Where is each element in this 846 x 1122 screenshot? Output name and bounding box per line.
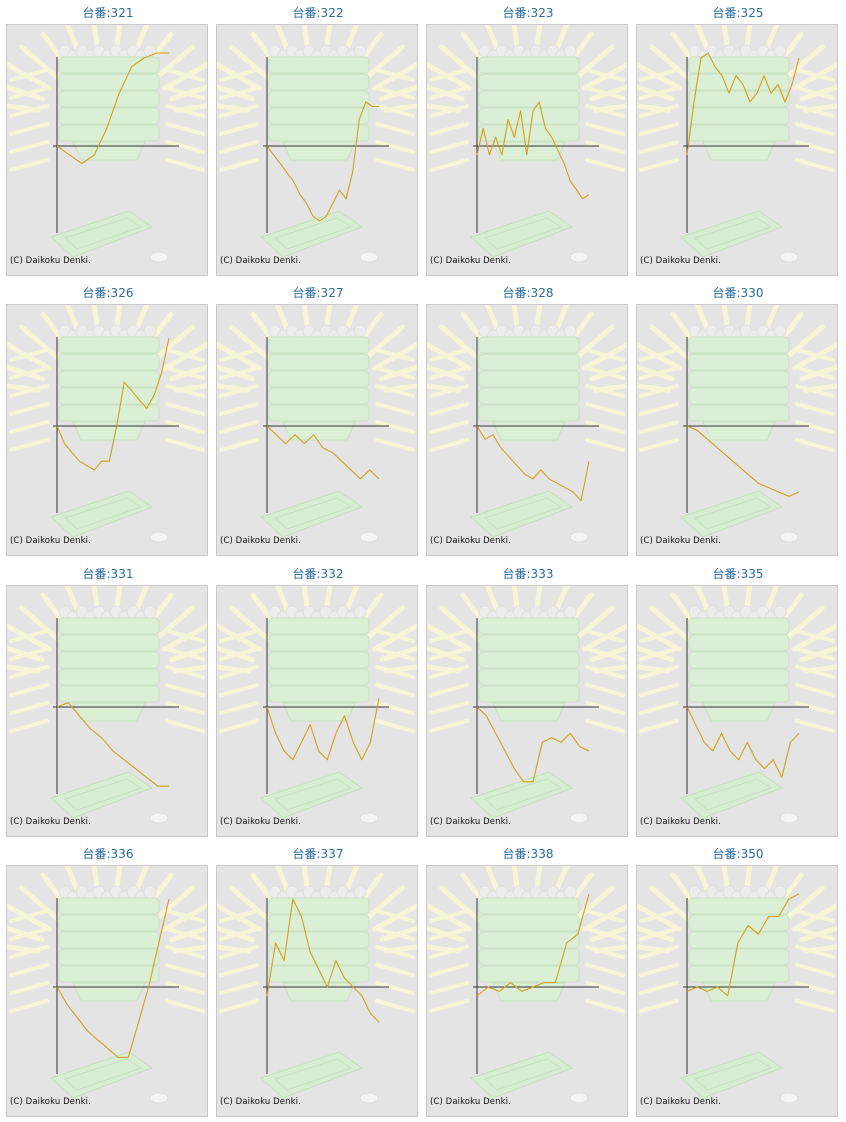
chart-title: 台番:325: [712, 6, 764, 20]
chart-frame: (C) Daikoku Denki.: [426, 865, 628, 1117]
background-illustration: [427, 305, 627, 543]
series-line: [56, 898, 170, 1058]
copyright-label: (C) Daikoku Denki.: [220, 536, 301, 546]
background-illustration: [637, 25, 837, 263]
series-line: [56, 52, 169, 165]
chart-frame: (C) Daikoku Denki.: [426, 24, 628, 276]
line-chart: [427, 305, 627, 543]
chart-title: 台番:350: [712, 847, 764, 861]
chart-title: 台番:328: [502, 286, 554, 300]
series-line: [686, 52, 800, 155]
line-chart: [7, 25, 207, 263]
line-chart: [637, 866, 837, 1104]
copyright-label: (C) Daikoku Denki.: [430, 536, 511, 546]
series-line: [686, 706, 800, 778]
background-illustration: [7, 25, 207, 263]
line-chart: [217, 25, 417, 263]
copyright-label: (C) Daikoku Denki.: [10, 256, 91, 266]
chart-frame: (C) Daikoku Denki.: [6, 585, 208, 837]
copyright-label: (C) Daikoku Denki.: [10, 817, 91, 827]
chart-frame: (C) Daikoku Denki.: [426, 304, 628, 556]
series-line: [476, 101, 590, 200]
line-chart: [637, 586, 837, 824]
chart-title: 台番:326: [82, 286, 134, 300]
background-illustration: [427, 866, 627, 1104]
series-line: [476, 706, 590, 783]
line-chart: [7, 586, 207, 824]
line-chart: [427, 25, 627, 263]
chart-frame: (C) Daikoku Denki.: [216, 304, 418, 556]
background-illustration: [7, 586, 207, 824]
chart-title: 台番:321: [82, 6, 134, 20]
chart-title: 台番:337: [292, 847, 344, 861]
copyright-label: (C) Daikoku Denki.: [430, 817, 511, 827]
series-line: [476, 893, 590, 997]
series-line: [56, 337, 170, 471]
chart-frame: (C) Daikoku Denki.: [636, 865, 838, 1117]
chart-frame: (C) Daikoku Denki.: [6, 304, 208, 556]
chart-title: 台番:322: [292, 6, 344, 20]
chart-frame: (C) Daikoku Denki.: [216, 24, 418, 276]
series-line: [266, 898, 380, 1023]
series-line: [686, 425, 800, 497]
copyright-label: (C) Daikoku Denki.: [430, 256, 511, 266]
chart-title: 台番:333: [502, 567, 554, 581]
chart-frame: (C) Daikoku Denki.: [216, 865, 418, 1117]
background-illustration: [427, 586, 627, 824]
chart-title: 台番:330: [712, 286, 764, 300]
series-line: [266, 425, 380, 480]
background-illustration: [217, 866, 417, 1104]
background-illustration: [7, 305, 207, 543]
series-line: [476, 425, 590, 502]
chart-frame: (C) Daikoku Denki.: [636, 585, 838, 837]
series-line: [266, 698, 380, 761]
chart-title: 台番:327: [292, 286, 344, 300]
line-chart: [427, 586, 627, 824]
series-line: [266, 101, 379, 222]
copyright-label: (C) Daikoku Denki.: [640, 536, 721, 546]
copyright-label: (C) Daikoku Denki.: [640, 256, 721, 266]
copyright-label: (C) Daikoku Denki.: [220, 1097, 301, 1107]
chart-title: 台番:323: [502, 6, 554, 20]
background-illustration: [427, 25, 627, 263]
background-illustration: [637, 305, 837, 543]
chart-frame: (C) Daikoku Denki.: [426, 585, 628, 837]
line-chart: [217, 305, 417, 543]
line-chart: [217, 586, 417, 824]
chart-frame: (C) Daikoku Denki.: [636, 24, 838, 276]
copyright-label: (C) Daikoku Denki.: [220, 817, 301, 827]
copyright-label: (C) Daikoku Denki.: [220, 256, 301, 266]
line-chart: [637, 25, 837, 263]
background-illustration: [217, 25, 417, 263]
series-line: [56, 702, 169, 787]
chart-title: 台番:338: [502, 847, 554, 861]
copyright-label: (C) Daikoku Denki.: [10, 1097, 91, 1107]
background-illustration: [7, 866, 207, 1104]
chart-frame: (C) Daikoku Denki.: [216, 585, 418, 837]
line-chart: [7, 305, 207, 543]
line-chart: [217, 866, 417, 1104]
chart-frame: (C) Daikoku Denki.: [6, 865, 208, 1117]
background-illustration: [217, 305, 417, 543]
line-chart: [7, 866, 207, 1104]
chart-title: 台番:335: [712, 567, 764, 581]
chart-title: 台番:331: [82, 567, 134, 581]
chart-frame: (C) Daikoku Denki.: [636, 304, 838, 556]
copyright-label: (C) Daikoku Denki.: [430, 1097, 511, 1107]
chart-title: 台番:332: [292, 567, 344, 581]
series-line: [686, 893, 800, 997]
background-illustration: [217, 586, 417, 824]
chart-frame: (C) Daikoku Denki.: [6, 24, 208, 276]
background-illustration: [637, 866, 837, 1104]
copyright-label: (C) Daikoku Denki.: [640, 1097, 721, 1107]
chart-title: 台番:336: [82, 847, 134, 861]
copyright-label: (C) Daikoku Denki.: [640, 817, 721, 827]
background-illustration: [637, 586, 837, 824]
line-chart: [637, 305, 837, 543]
line-chart: [427, 866, 627, 1104]
copyright-label: (C) Daikoku Denki.: [10, 536, 91, 546]
